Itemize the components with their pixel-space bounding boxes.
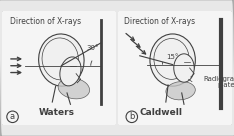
Text: Direction of X-rays: Direction of X-rays [10, 17, 81, 26]
Ellipse shape [150, 34, 195, 86]
Ellipse shape [58, 78, 90, 99]
Ellipse shape [39, 34, 84, 86]
Text: 30°: 30° [86, 45, 99, 51]
FancyBboxPatch shape [1, 10, 117, 126]
Text: b: b [129, 112, 135, 121]
Text: Radiographic: Radiographic [203, 76, 234, 82]
Text: 15°: 15° [166, 54, 178, 60]
Ellipse shape [60, 57, 81, 86]
Text: Waters: Waters [39, 108, 75, 117]
Ellipse shape [166, 82, 195, 100]
Text: plate: plate [217, 82, 234, 88]
Text: Direction of X-rays: Direction of X-rays [124, 17, 195, 26]
Text: Caldwell: Caldwell [140, 108, 183, 117]
FancyBboxPatch shape [117, 10, 233, 126]
Ellipse shape [174, 54, 194, 82]
Text: a: a [10, 112, 15, 121]
